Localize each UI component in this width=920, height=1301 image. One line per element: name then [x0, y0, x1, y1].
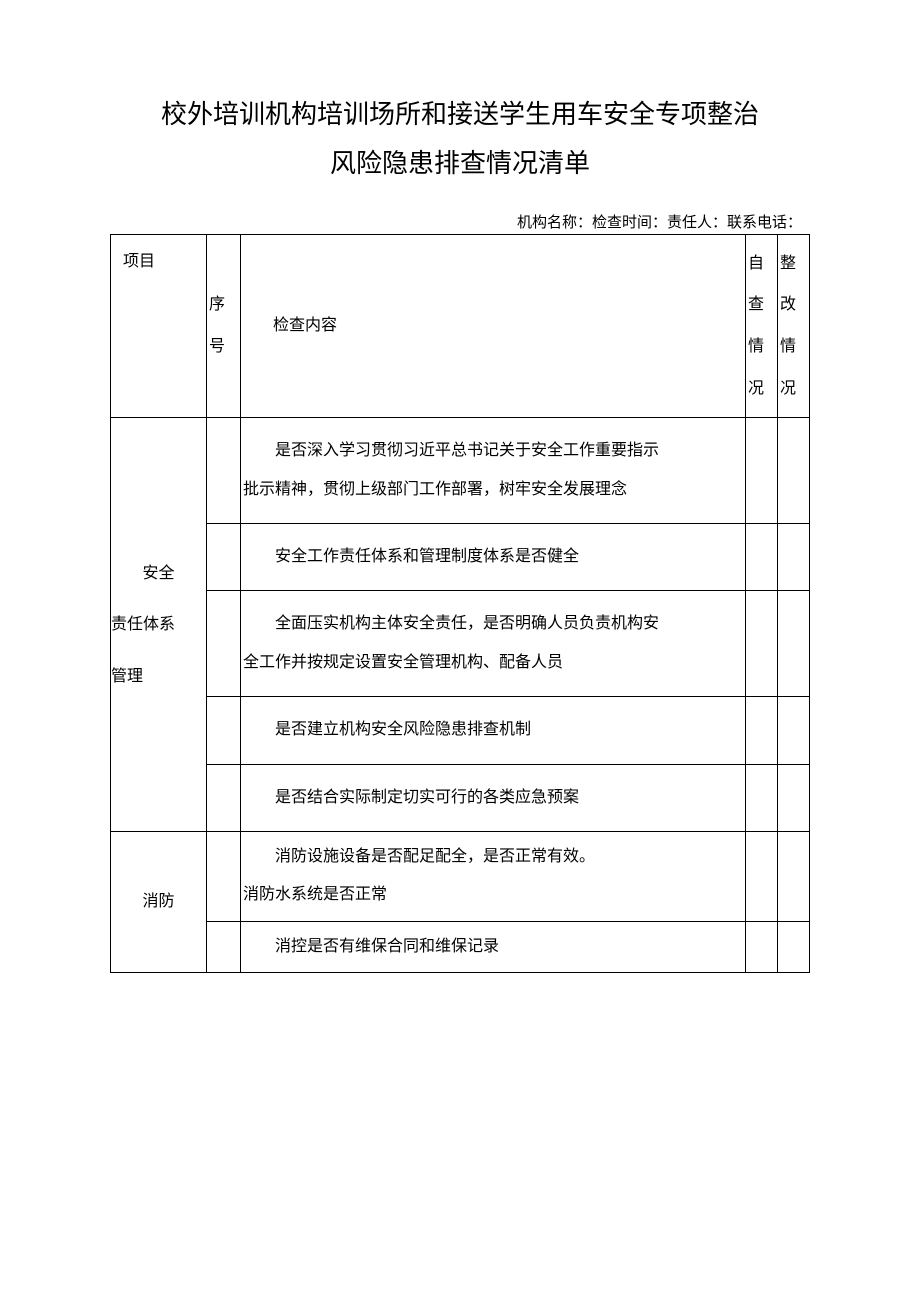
seq-cell [207, 418, 241, 524]
content-line: 消防水系统是否正常 [241, 876, 741, 914]
table-row: 是否结合实际制定切实可行的各类应急预案 [111, 764, 810, 831]
project-label: 管理 [111, 651, 206, 702]
content-line: 消控是否有维保合同和维保记录 [241, 928, 741, 966]
content-line: 是否深入学习贯彻习近平总书记关于安全工作重要指示 [241, 432, 741, 470]
seq-cell [207, 697, 241, 764]
self-check-cell [746, 921, 778, 972]
content-line: 消防设施设备是否配足配全，是否正常有效。 [241, 838, 741, 876]
rectify-cell [778, 831, 810, 921]
checklist-table: 项目 序号 检查内容 自查情况 整改情况 安全 责任体系 管理 是否深入学习贯彻… [110, 234, 810, 973]
project-label: 责任体系 [111, 599, 206, 650]
title-line-1: 校外培训机构培训场所和接送学生用车安全专项整治 [161, 100, 759, 129]
self-check-cell [746, 831, 778, 921]
table-header-row: 项目 序号 检查内容 自查情况 整改情况 [111, 234, 810, 417]
self-check-cell [746, 418, 778, 524]
content-line: 安全工作责任体系和管理制度体系是否健全 [241, 538, 741, 576]
self-check-cell [746, 697, 778, 764]
table-row: 安全 责任体系 管理 是否深入学习贯彻习近平总书记关于安全工作重要指示 批示精神… [111, 418, 810, 524]
seq-cell [207, 764, 241, 831]
header-content: 检查内容 [241, 234, 746, 417]
self-check-cell [746, 523, 778, 590]
content-line: 是否建立机构安全风险隐患排查机制 [241, 711, 741, 749]
content-line: 是否结合实际制定切实可行的各类应急预案 [241, 779, 741, 817]
seq-cell [207, 591, 241, 697]
header-project: 项目 [111, 234, 207, 417]
rectify-cell [778, 697, 810, 764]
content-cell: 消防设施设备是否配足配全，是否正常有效。 消防水系统是否正常 [241, 831, 746, 921]
seq-cell [207, 921, 241, 972]
project-label: 安全 [111, 548, 206, 599]
content-cell: 是否结合实际制定切实可行的各类应急预案 [241, 764, 746, 831]
rectify-cell [778, 764, 810, 831]
rectify-cell [778, 591, 810, 697]
table-row: 安全工作责任体系和管理制度体系是否健全 [111, 523, 810, 590]
project-cell-safety: 安全 责任体系 管理 [111, 418, 207, 832]
table-row: 是否建立机构安全风险隐患排查机制 [111, 697, 810, 764]
document-title: 校外培训机构培训场所和接送学生用车安全专项整治 风险隐患排查情况清单 [110, 90, 810, 189]
content-line: 全工作并按规定设置安全管理机构、配备人员 [241, 644, 741, 682]
rectify-cell [778, 523, 810, 590]
content-cell: 是否深入学习贯彻习近平总书记关于安全工作重要指示 批示精神，贯彻上级部门工作部署… [241, 418, 746, 524]
content-cell: 是否建立机构安全风险隐患排查机制 [241, 697, 746, 764]
seq-cell [207, 523, 241, 590]
table-row: 消控是否有维保合同和维保记录 [111, 921, 810, 972]
header-rectify: 整改情况 [778, 234, 810, 417]
project-cell-fire: 消防 [111, 831, 207, 972]
content-cell: 消控是否有维保合同和维保记录 [241, 921, 746, 972]
title-line-2: 风险隐患排查情况清单 [330, 149, 590, 178]
self-check-cell [746, 591, 778, 697]
content-cell: 安全工作责任体系和管理制度体系是否健全 [241, 523, 746, 590]
meta-info-line: 机构名称：检查时间：责任人：联系电话： [110, 211, 810, 232]
table-row: 消防 消防设施设备是否配足配全，是否正常有效。 消防水系统是否正常 [111, 831, 810, 921]
header-seq: 序号 [207, 234, 241, 417]
rectify-cell [778, 418, 810, 524]
content-line: 全面压实机构主体安全责任，是否明确人员负责机构安 [241, 605, 741, 643]
rectify-cell [778, 921, 810, 972]
table-row: 全面压实机构主体安全责任，是否明确人员负责机构安 全工作并按规定设置安全管理机构… [111, 591, 810, 697]
seq-cell [207, 831, 241, 921]
self-check-cell [746, 764, 778, 831]
content-line: 批示精神，贯彻上级部门工作部署，树牢安全发展理念 [241, 471, 741, 509]
content-cell: 全面压实机构主体安全责任，是否明确人员负责机构安 全工作并按规定设置安全管理机构… [241, 591, 746, 697]
header-self-check: 自查情况 [746, 234, 778, 417]
